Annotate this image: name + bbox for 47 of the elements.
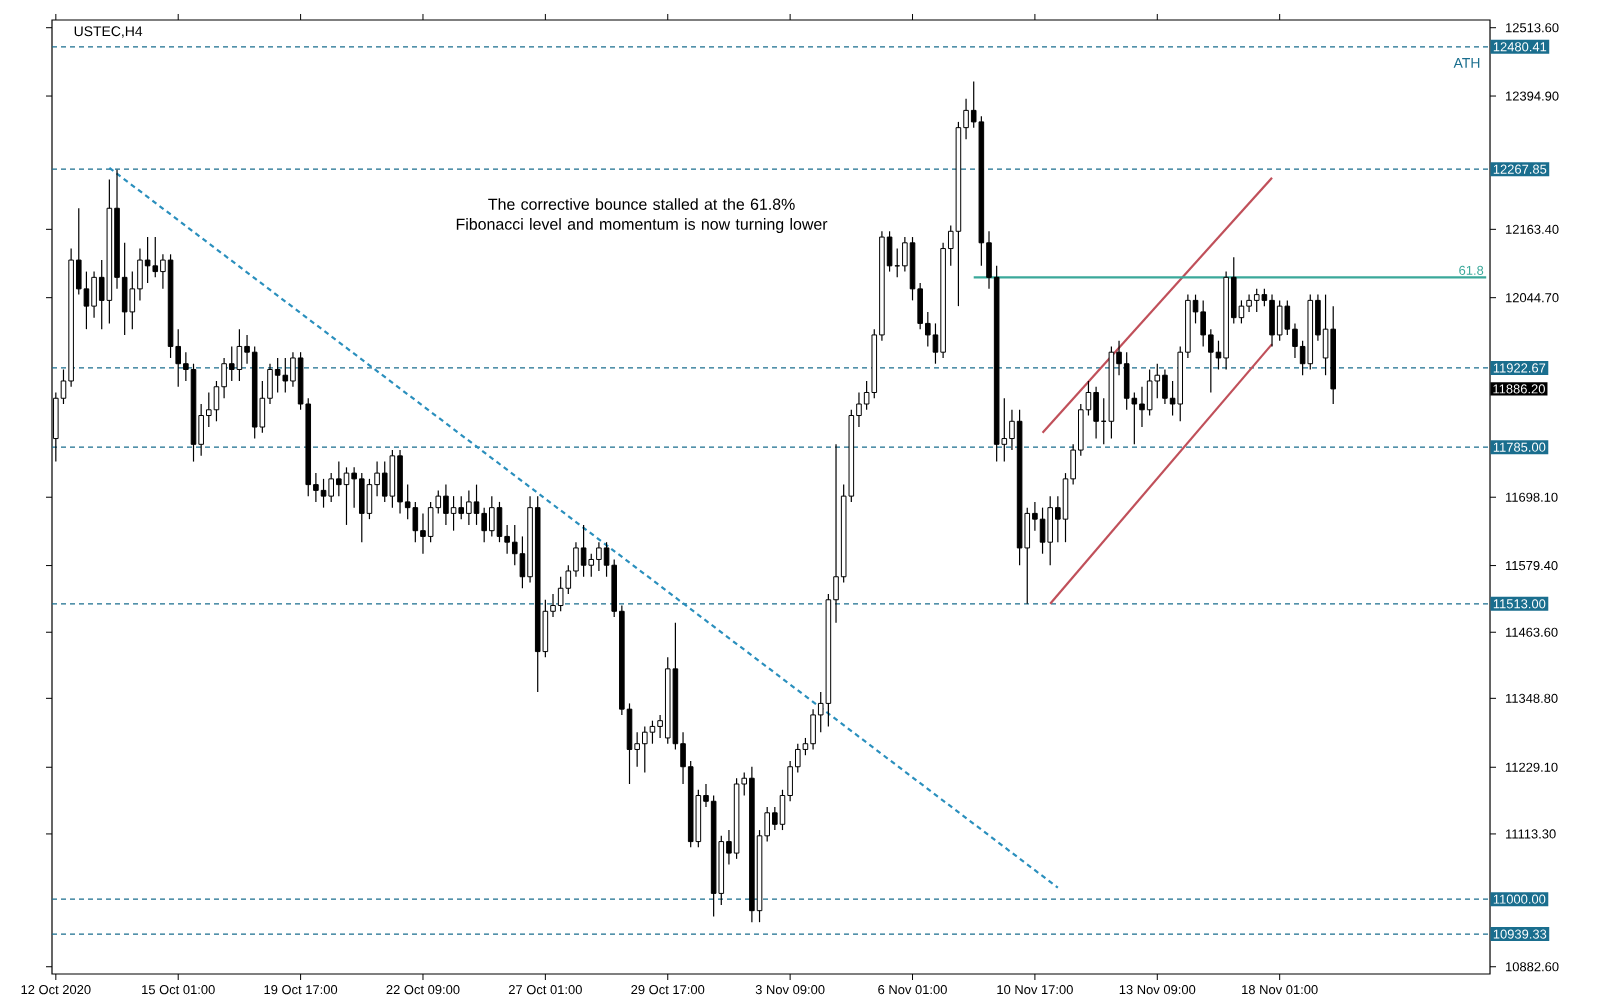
candlestick xyxy=(144,236,151,284)
candlestick xyxy=(389,449,396,509)
candlestick xyxy=(236,328,243,382)
candlestick xyxy=(1246,294,1252,313)
candlestick xyxy=(351,466,357,509)
candlestick xyxy=(1146,368,1153,417)
candlestick xyxy=(596,541,602,572)
candlestick xyxy=(427,501,434,543)
candlestick xyxy=(282,357,289,394)
candlestick xyxy=(466,489,472,526)
candlestick xyxy=(443,484,449,526)
candlestick xyxy=(489,495,495,538)
candlestick xyxy=(336,460,342,497)
candlestick xyxy=(91,270,97,319)
candlestick xyxy=(1269,294,1275,348)
candlestick xyxy=(1123,351,1130,411)
candlestick xyxy=(1039,507,1046,555)
candlestick xyxy=(481,507,487,543)
candlestick xyxy=(420,512,426,555)
candlestick xyxy=(580,524,587,578)
candlestick xyxy=(397,449,403,514)
candlestick xyxy=(450,495,457,532)
candlestick xyxy=(152,236,159,278)
candlestick xyxy=(1162,368,1168,405)
candlestick xyxy=(1093,386,1099,440)
candlestick xyxy=(458,495,465,520)
candlestick xyxy=(649,720,656,745)
candlestick xyxy=(343,466,350,526)
candlestick xyxy=(1253,288,1260,313)
candlestick xyxy=(320,478,327,509)
candlestick xyxy=(810,708,816,751)
candlestick xyxy=(358,472,365,543)
candlestick xyxy=(381,460,388,503)
candlestick xyxy=(366,478,373,520)
candlestick xyxy=(228,345,235,382)
candlestick xyxy=(473,484,480,526)
candlestick xyxy=(1200,299,1206,348)
candlestick xyxy=(1047,495,1053,566)
candlestick xyxy=(642,725,648,774)
candlestick xyxy=(412,501,419,543)
candlestick xyxy=(588,553,595,578)
candlestick xyxy=(274,357,281,394)
candlestick xyxy=(496,501,503,543)
candlestick xyxy=(557,576,564,612)
candlestick xyxy=(1276,299,1283,342)
candlestick xyxy=(328,472,334,503)
candlestick xyxy=(1139,386,1145,428)
